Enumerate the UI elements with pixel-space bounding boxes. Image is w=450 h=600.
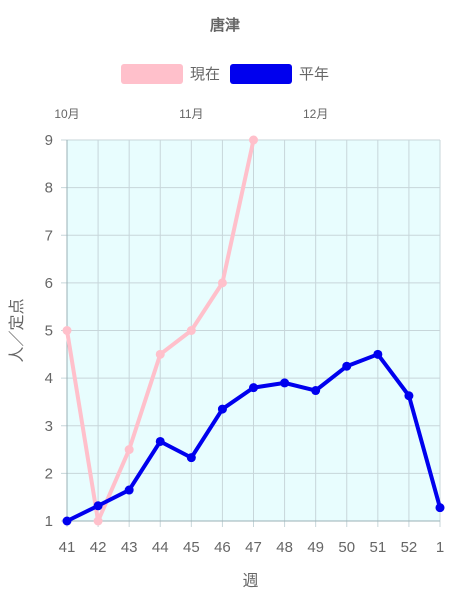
data-point-series-0[interactable] xyxy=(93,516,103,526)
data-point-series-1[interactable] xyxy=(186,453,196,463)
data-point-series-0[interactable] xyxy=(155,349,165,359)
x-tick-label: 43 xyxy=(121,539,138,556)
grid-lines xyxy=(61,139,441,527)
month-label-october: 10月 xyxy=(54,107,79,121)
data-point-series-1[interactable] xyxy=(373,349,383,359)
x-tick-label: 44 xyxy=(152,539,169,556)
data-point-series-1[interactable] xyxy=(280,378,290,388)
legend-item-normal-year[interactable]: 平年 xyxy=(230,63,329,84)
data-point-series-1[interactable] xyxy=(435,503,445,513)
x-tick-label: 46 xyxy=(214,539,231,556)
y-tick-label: 3 xyxy=(45,418,53,435)
legend-item-current[interactable]: 現在 xyxy=(120,63,220,84)
legend-swatch-normal-year xyxy=(230,63,292,84)
series-group xyxy=(62,135,445,526)
y-tick-label: 1 xyxy=(45,513,53,530)
data-point-series-0[interactable] xyxy=(249,135,258,145)
x-tick-label: 45 xyxy=(183,539,200,556)
y-tick-label: 5 xyxy=(45,323,53,340)
x-tick-label: 48 xyxy=(276,539,293,556)
data-point-series-1[interactable] xyxy=(155,436,165,446)
y-tick-label: 4 xyxy=(45,370,53,387)
x-tick-label: 50 xyxy=(338,539,355,556)
data-point-series-0[interactable] xyxy=(186,326,196,335)
data-point-series-0[interactable] xyxy=(217,278,227,288)
data-point-series-1[interactable] xyxy=(62,516,72,526)
legend-label-normal-year: 平年 xyxy=(299,66,330,83)
data-point-series-0[interactable] xyxy=(124,445,134,455)
y-axis-ticks: 1 2 3 4 5 6 7 8 9 xyxy=(45,132,53,530)
x-tick-label: 47 xyxy=(245,539,262,556)
month-axis: 10月 11月 12月 xyxy=(54,107,328,121)
y-tick-label: 8 xyxy=(45,180,53,197)
legend: 現在 平年 xyxy=(0,63,450,84)
data-point-series-1[interactable] xyxy=(93,501,103,511)
data-point-series-1[interactable] xyxy=(311,386,321,396)
data-point-series-1[interactable] xyxy=(342,361,352,371)
month-label-november: 11月 xyxy=(179,107,203,121)
y-axis-title: 人／定点 xyxy=(7,298,26,362)
x-tick-label: 42 xyxy=(90,539,107,556)
data-point-series-1[interactable] xyxy=(249,383,258,393)
y-tick-label: 9 xyxy=(45,132,53,149)
chart-title: 唐津 xyxy=(209,17,240,34)
x-tick-label: 49 xyxy=(307,539,324,556)
legend-label-current: 現在 xyxy=(189,66,220,83)
data-point-series-1[interactable] xyxy=(217,404,227,414)
x-tick-label: 1 xyxy=(436,539,444,556)
month-label-december: 12月 xyxy=(303,107,328,121)
y-tick-label: 2 xyxy=(45,465,53,482)
legend-swatch-current xyxy=(120,63,183,84)
x-axis-title: 週 xyxy=(242,571,258,590)
data-point-series-1[interactable] xyxy=(404,391,414,401)
y-tick-label: 6 xyxy=(45,275,53,292)
data-point-series-0[interactable] xyxy=(62,326,72,335)
x-tick-label: 41 xyxy=(59,539,76,556)
x-axis-ticks: 41 42 43 44 45 46 47 48 49 50 51 52 1 xyxy=(59,539,445,556)
y-tick-label: 7 xyxy=(45,227,53,244)
x-tick-label: 51 xyxy=(369,539,386,556)
data-point-series-1[interactable] xyxy=(124,485,134,495)
x-tick-label: 52 xyxy=(401,539,418,556)
